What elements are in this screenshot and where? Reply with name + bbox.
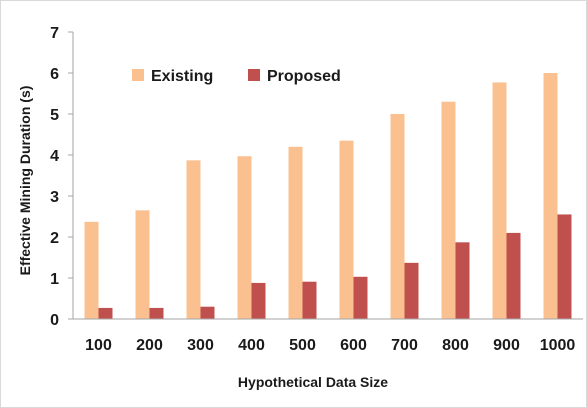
x-tick-label: 100 (85, 337, 112, 354)
legend-label-existing: Existing (151, 68, 213, 85)
legend-swatch-proposed (248, 69, 260, 81)
y-tick-label: 5 (50, 107, 59, 124)
bar-proposed-400 (251, 282, 266, 319)
bar-proposed-300 (200, 306, 215, 319)
bar-proposed-800 (455, 242, 470, 319)
bar-proposed-1000 (557, 214, 572, 319)
bar-existing-200 (135, 210, 150, 319)
y-axis-ticks: 0 1 2 3 4 5 6 7 (50, 25, 73, 329)
bar-proposed-600 (353, 276, 368, 319)
y-tick-label: 6 (50, 66, 59, 83)
bar-existing-400 (237, 156, 252, 319)
y-tick-label: 7 (50, 25, 59, 42)
x-tick-label: 400 (238, 337, 265, 354)
bar-proposed-100 (98, 307, 113, 319)
bar-proposed-200 (149, 307, 164, 319)
y-tick-label: 1 (50, 271, 59, 288)
bar-proposed-500 (302, 281, 317, 319)
y-tick-label: 3 (50, 189, 59, 206)
y-tick-label: 4 (50, 148, 59, 165)
bars (84, 73, 572, 320)
legend-swatch-existing (132, 69, 144, 81)
x-tick-label: 900 (493, 337, 520, 354)
legend-label-proposed: Proposed (267, 68, 341, 85)
bar-existing-900 (492, 82, 507, 320)
x-axis-title: Hypothetical Data Size (238, 374, 388, 390)
y-tick-label: 2 (50, 230, 59, 247)
bar-existing-700 (390, 114, 405, 319)
bar-existing-500 (288, 146, 303, 319)
y-tick-label: 0 (50, 312, 59, 329)
bar-existing-300 (186, 160, 201, 319)
bar-proposed-700 (404, 262, 419, 319)
y-axis-title: Effective Mining Duration (s) (17, 86, 33, 276)
x-axis-ticks: 100 200 300 400 500 600 700 800 900 1000 (85, 337, 575, 354)
x-tick-label: 300 (187, 337, 214, 354)
bar-existing-1000 (543, 73, 558, 319)
x-tick-label: 200 (136, 337, 163, 354)
legend: Existing Proposed (132, 68, 341, 85)
x-tick-label: 1000 (540, 337, 576, 354)
bar-existing-800 (441, 101, 456, 319)
x-tick-label: 500 (289, 337, 316, 354)
x-tick-label: 700 (391, 337, 418, 354)
x-tick-label: 600 (340, 337, 367, 354)
x-tick-label: 800 (442, 337, 469, 354)
bar-proposed-900 (506, 232, 521, 319)
bar-existing-600 (339, 140, 354, 319)
bar-existing-100 (84, 221, 99, 319)
